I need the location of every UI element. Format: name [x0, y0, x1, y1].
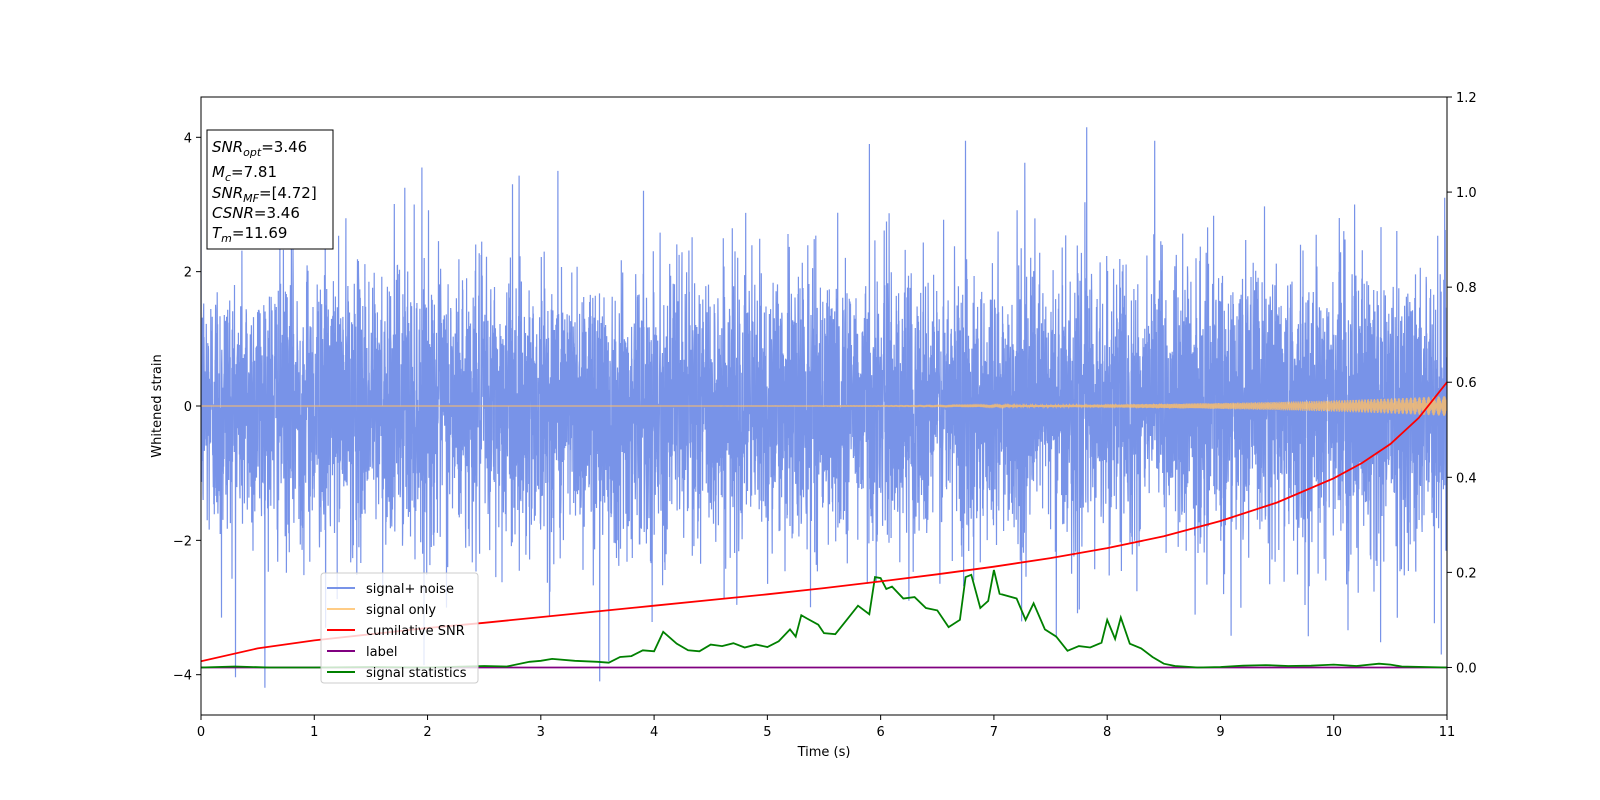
annotation-frame: [206, 129, 334, 250]
y-tick-label: −2: [173, 534, 192, 549]
legend-signal-statistics: signal statistics: [327, 666, 467, 681]
x-tick-label: 8: [1103, 725, 1111, 740]
y-axis-label: Whitened strain: [150, 354, 165, 457]
x-axis-label: Time (s): [797, 745, 851, 760]
x-tick-label: 11: [1439, 725, 1456, 740]
legend: signal+ noise signal only cumilative SNR la…: [320, 572, 479, 684]
annotation-snr-mf: SNRMF=[4.72]: [212, 184, 317, 205]
y-tick-label: 0: [184, 400, 192, 415]
annotation-box: SNRopt=3.46 Mc=7.81 SNRMF=[4.72] CSNR=3.…: [206, 129, 334, 250]
legend-cumulative-snr: cumilative SNR: [327, 624, 465, 639]
y-tick-label: 4: [184, 131, 192, 146]
legend-label-text: signal statistics: [366, 666, 467, 681]
y2-tick-label: 0.0: [1456, 661, 1477, 676]
y-tick-label: −4: [173, 669, 192, 684]
legend-label-text: signal only: [366, 603, 436, 618]
x-tick-label: 6: [876, 725, 884, 740]
annotation-mc: Mc=7.81: [212, 163, 277, 184]
x-tick-label: 5: [763, 725, 771, 740]
x-tick-label: 10: [1325, 725, 1342, 740]
signal-noise-line: [201, 127, 1447, 688]
x-tick-label: 9: [1216, 725, 1224, 740]
legend-frame: [320, 572, 479, 684]
annotation-tm: Tm=11.69: [212, 224, 287, 245]
x-tick-label: 1: [310, 725, 318, 740]
x-tick-label: 4: [650, 725, 658, 740]
x-tick-label: 3: [537, 725, 545, 740]
y-axis-right: 0.0 0.2 0.4 0.6 0.8 1.0 1.2: [1447, 91, 1477, 676]
annotation-csnr: CSNR=3.46: [212, 204, 300, 222]
y2-tick-label: 0.2: [1456, 566, 1477, 581]
signal-noise-series: [201, 127, 1447, 688]
legend-label-text: signal+ noise: [366, 582, 454, 597]
y2-tick-label: 0.8: [1456, 281, 1477, 296]
y2-tick-label: 1.2: [1456, 91, 1477, 106]
x-tick-label: 0: [197, 725, 205, 740]
x-axis: 0 1 2 3 4 5 6 7 8 9 10 11: [197, 715, 1455, 740]
y-axis-left: −4 −2 0 2 4: [173, 131, 201, 684]
x-tick-label: 2: [423, 725, 431, 740]
annotation-snr-opt: SNRopt=3.46: [212, 138, 307, 159]
y2-tick-label: 0.4: [1456, 471, 1477, 486]
legend-signal-noise: signal+ noise: [327, 582, 454, 597]
x-tick-label: 7: [990, 725, 998, 740]
y-tick-label: 2: [184, 266, 192, 281]
legend-label: label: [327, 645, 397, 660]
legend-label-text: cumilative SNR: [366, 624, 465, 639]
signal-statistics-line: [201, 569, 1447, 669]
legend-label-text: label: [366, 645, 397, 660]
y2-tick-label: 0.6: [1456, 376, 1477, 391]
y2-tick-label: 1.0: [1456, 186, 1477, 201]
signal-only-line: [201, 396, 1447, 416]
signal-only-series: [201, 396, 1447, 416]
legend-signal-only: signal only: [327, 603, 436, 618]
